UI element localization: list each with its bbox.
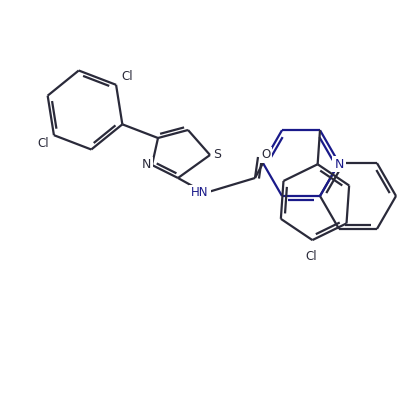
Text: N: N: [141, 159, 151, 171]
Text: Cl: Cl: [37, 137, 49, 151]
Text: N: N: [334, 158, 344, 171]
Text: HN: HN: [191, 186, 209, 200]
Text: O: O: [261, 149, 271, 161]
Text: S: S: [213, 149, 221, 161]
Text: Cl: Cl: [305, 249, 317, 263]
Text: Cl: Cl: [121, 69, 133, 83]
